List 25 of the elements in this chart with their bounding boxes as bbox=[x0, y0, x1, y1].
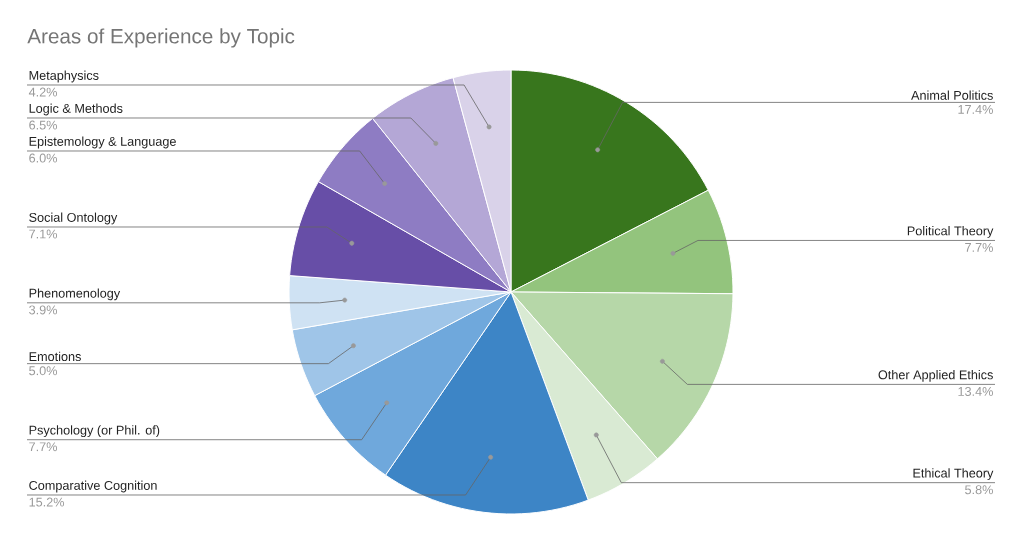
slice-label: Comparative Cognition bbox=[29, 480, 157, 493]
data-label: 5.0% bbox=[29, 366, 58, 376]
data-label: 3.9% bbox=[29, 305, 58, 315]
chart-title: Areas of Experience by Topic bbox=[27, 28, 295, 48]
slice-label: Phenomenology bbox=[29, 288, 121, 301]
data-label: 7.1% bbox=[29, 229, 58, 239]
slice-label: Political Theory bbox=[907, 226, 994, 238]
slice-label: Logic & Methods bbox=[29, 103, 123, 116]
slice-label: Emotions bbox=[29, 351, 81, 362]
data-label: 7.7% bbox=[29, 442, 58, 452]
data-label: 17.4% bbox=[958, 105, 993, 114]
slice-label: Ethical Theory bbox=[913, 468, 994, 481]
data-label: 6.5% bbox=[29, 120, 58, 130]
slice-label: Epistemology & Language bbox=[29, 136, 176, 149]
slice-label: Social Ontology bbox=[29, 212, 118, 225]
data-label: 4.2% bbox=[28, 87, 58, 97]
data-label: 13.4% bbox=[958, 386, 993, 396]
data-label: 7.7% bbox=[965, 243, 993, 252]
slice-label: Psychology (or Phil. of) bbox=[29, 425, 160, 438]
slice-label: Metaphysics bbox=[29, 70, 99, 83]
data-label: 5.8% bbox=[965, 485, 993, 495]
slice-label: Other Applied Ethics bbox=[878, 369, 993, 382]
slice-label: Animal Politics bbox=[911, 90, 993, 100]
data-label: 6.0% bbox=[29, 153, 58, 163]
data-label: 15.2% bbox=[29, 497, 65, 507]
